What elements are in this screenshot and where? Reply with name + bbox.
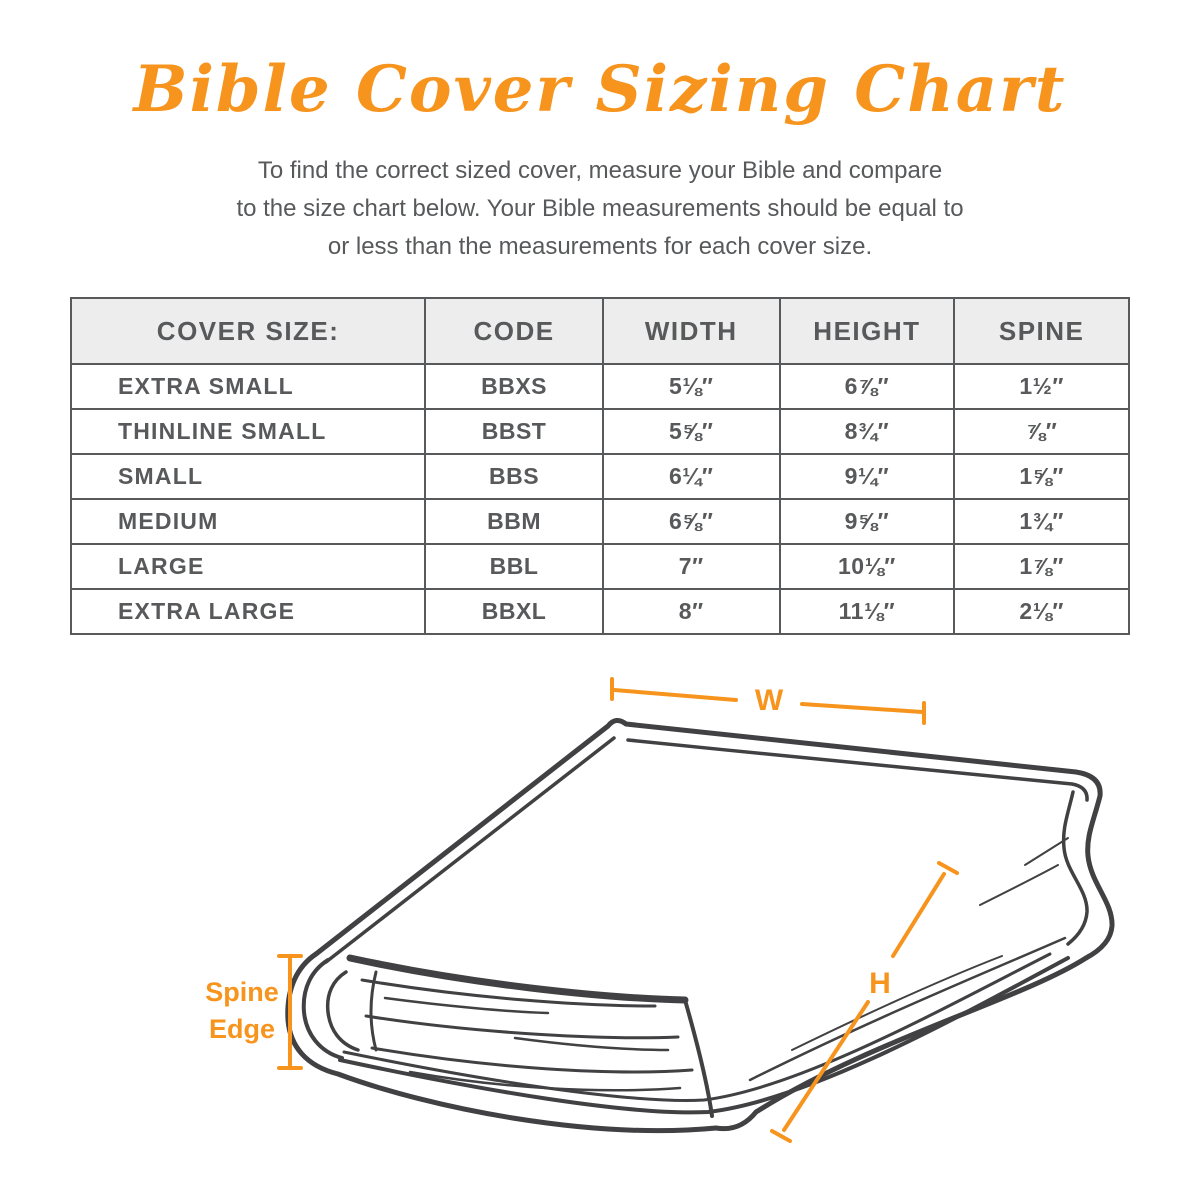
cell-spine: 1⅞″: [953, 543, 1130, 590]
cell-height: 6⅞″: [778, 363, 956, 410]
cell-size: LARGE: [69, 543, 427, 590]
table-row: LARGE BBL 7″ 10⅛″ 1⅞″: [69, 543, 1130, 590]
cell-code: BBS: [424, 453, 604, 500]
cell-height: 9⅝″: [778, 498, 956, 545]
cell-width: 6¼″: [601, 453, 781, 500]
cell-width: 7″: [601, 543, 781, 590]
cell-code: BBST: [424, 408, 604, 455]
cell-size: MEDIUM: [69, 498, 427, 545]
col-header-spine: SPINE: [953, 297, 1130, 365]
table-row: EXTRA SMALL BBXS 5⅛″ 6⅞″ 1½″: [69, 363, 1130, 410]
cell-code: BBXS: [424, 363, 604, 410]
table-row: MEDIUM BBM 6⅝″ 9⅝″ 1¾″: [69, 498, 1130, 545]
cell-size: EXTRA LARGE: [69, 588, 427, 635]
intro-text: To find the correct sized cover, measure…: [236, 157, 964, 260]
page-title: Bible Cover Sizing Chart: [133, 52, 1067, 127]
cell-width: 5⅝″: [601, 408, 781, 455]
cell-height: 10⅛″: [778, 543, 956, 590]
cell-spine: 1½″: [953, 363, 1130, 410]
width-label: W: [755, 684, 784, 717]
cell-spine: 1¾″: [953, 498, 1130, 545]
width-measure: W: [610, 677, 926, 725]
sizing-table: COVER SIZE: CODE WIDTH HEIGHT SPINE EXTR…: [69, 297, 1130, 635]
book-illustration: W H Spine Edge: [205, 677, 1115, 1143]
table-row: THINLINE SMALL BBST 5⅝″ 8¾″ ⅞″: [69, 408, 1130, 455]
cell-spine: 1⅝″: [953, 453, 1130, 500]
spine-label-line1: Spine: [205, 977, 279, 1007]
table-row: EXTRA LARGE BBXL 8″ 11⅛″ 2⅛″: [69, 588, 1130, 635]
col-header-height: HEIGHT: [778, 297, 956, 365]
cell-code: BBXL: [424, 588, 604, 635]
cell-height: 9¼″: [778, 453, 956, 500]
book-drawing: [285, 718, 1115, 1134]
cell-width: 5⅛″: [601, 363, 781, 410]
cell-code: BBL: [424, 543, 604, 590]
height-measure: H: [770, 861, 959, 1143]
cell-width: 8″: [601, 588, 781, 635]
spine-label-line2: Edge: [209, 1014, 275, 1044]
cell-spine: 2⅛″: [953, 588, 1130, 635]
cell-size: SMALL: [69, 453, 427, 500]
cell-size: EXTRA SMALL: [69, 363, 427, 410]
cell-code: BBM: [424, 498, 604, 545]
table-row: SMALL BBS 6¼″ 9¼″ 1⅝″: [69, 453, 1130, 500]
cell-width: 6⅝″: [601, 498, 781, 545]
cell-size: THINLINE SMALL: [69, 408, 427, 455]
cell-height: 11⅛″: [778, 588, 956, 635]
height-label: H: [869, 967, 891, 1000]
cell-spine: ⅞″: [953, 408, 1130, 455]
col-header-width: WIDTH: [601, 297, 781, 365]
col-header-cover-size: COVER SIZE:: [69, 297, 427, 365]
cell-height: 8¾″: [778, 408, 956, 455]
col-header-code: CODE: [424, 297, 604, 365]
spine-measure: Spine Edge: [205, 954, 303, 1070]
table-header-row: COVER SIZE: CODE WIDTH HEIGHT SPINE: [69, 297, 1130, 365]
